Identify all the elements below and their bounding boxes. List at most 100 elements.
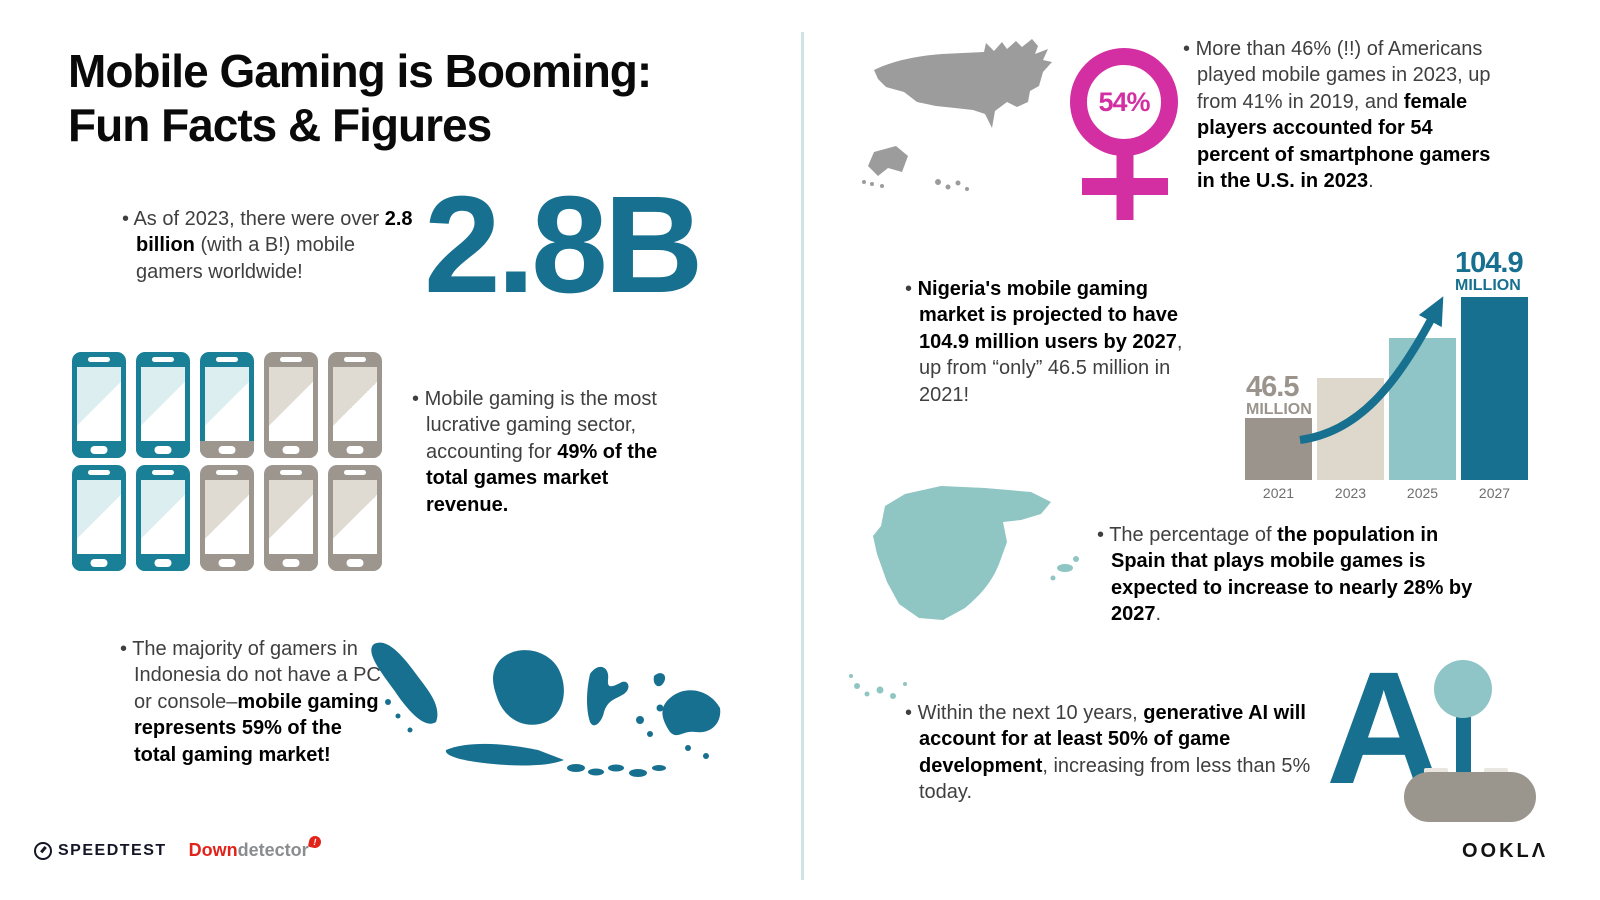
fact-spain-post: .	[1155, 603, 1162, 626]
female-symbol-ring: 54%	[1070, 48, 1178, 156]
phone-speaker	[344, 357, 366, 362]
fact-gamers: As of 2023, there were over 2.8 billion …	[122, 206, 424, 285]
phone-speaker	[280, 470, 302, 475]
speedtest-wordmark: SPEEDTEST	[58, 841, 167, 859]
phone-screen	[141, 480, 185, 554]
speedtest-logo: SPEEDTEST	[34, 841, 167, 860]
phone-chin	[72, 441, 126, 458]
callout-2027-value: 104.9	[1455, 247, 1524, 279]
fact-ai: Within the next 10 years, generative AI …	[905, 700, 1321, 806]
fact-revenue: Mobile gaming is the most lucrative gami…	[412, 386, 688, 518]
spain-map	[849, 486, 1079, 699]
chart-year-label: 2025	[1406, 485, 1439, 501]
phone-home-button	[90, 559, 108, 567]
gauge-needle	[40, 845, 47, 853]
phone-icon	[200, 465, 254, 571]
phone-home-button	[154, 446, 172, 454]
phone-speaker	[88, 470, 110, 475]
downdetector-word-down: Down	[188, 840, 238, 860]
fact-gamers-pre: As of 2023, there were over	[133, 208, 385, 230]
phone-chin	[136, 554, 190, 571]
phone-icon	[72, 352, 126, 458]
phone-chin	[328, 554, 382, 571]
bar-chart: 2021 2023 2025 2027	[1245, 297, 1528, 501]
callout-2021-value: 46.5	[1246, 371, 1299, 403]
phone-screen	[205, 480, 249, 554]
us-map-shapes	[862, 39, 1052, 191]
chart-bar	[1461, 297, 1528, 480]
chart-bar	[1389, 338, 1456, 480]
phone-screen	[333, 367, 377, 441]
phone-icon	[328, 465, 382, 571]
joystick-base	[1404, 772, 1536, 822]
callout-2027-unit: MILLION	[1455, 276, 1521, 294]
fact-indonesia: The majority of gamers in Indonesia do n…	[120, 636, 386, 768]
phone-chin	[136, 441, 190, 458]
downdetector-badge-icon: !	[307, 834, 322, 850]
phone-chin	[264, 441, 318, 458]
fact-nigeria: Nigeria's mobile gaming market is projec…	[905, 276, 1197, 408]
phone-speaker	[152, 470, 174, 475]
phone-icon	[200, 352, 254, 458]
chart-bar	[1245, 418, 1312, 480]
phone-icon	[136, 352, 190, 458]
phone-home-button	[154, 559, 172, 567]
us-map	[862, 39, 1052, 191]
phone-home-button	[218, 559, 236, 567]
chart-bar-column: 2023	[1317, 378, 1384, 501]
phone-chin	[72, 554, 126, 571]
phone-grid	[72, 352, 382, 571]
phone-home-button	[90, 446, 108, 454]
phone-chin	[200, 441, 254, 458]
growth-arrow-path	[1299, 296, 1444, 444]
joystick-ball	[1434, 660, 1492, 718]
phone-speaker	[88, 357, 110, 362]
title-line2: Fun Facts & Figures	[68, 99, 492, 152]
phone-icon	[136, 465, 190, 571]
phone-screen	[333, 480, 377, 554]
column-divider	[801, 32, 804, 880]
phone-screen	[269, 367, 313, 441]
female-symbol-crossbar	[1082, 178, 1168, 195]
phone-home-button	[218, 446, 236, 454]
fact-gamers-bold: 2.8 billion	[136, 208, 413, 257]
phone-icon	[72, 465, 126, 571]
phone-speaker	[216, 357, 238, 362]
fact-nigeria-post: , up from “only” 46.5 million in 2021!	[919, 330, 1183, 406]
phone-speaker	[344, 470, 366, 475]
fact-revenue-pre: Mobile gaming is the most lucrative gami…	[424, 388, 657, 463]
female-symbol-icon: 54%	[1070, 48, 1180, 220]
fact-ai-post: , increasing from less than 5% today.	[919, 754, 1311, 804]
chart-bar-column: 2021	[1245, 418, 1312, 501]
footer-brand-row: SPEEDTEST Downdetector !	[34, 834, 322, 861]
phone-screen	[77, 367, 121, 441]
indonesia-map-shapes	[371, 642, 721, 777]
title-line1: Mobile Gaming is Booming:	[68, 45, 652, 97]
fact-usa: More than 46% (!!) of Americans played m…	[1183, 36, 1493, 194]
phone-chin	[264, 554, 318, 571]
fact-indonesia-pre: The majority of gamers in Indonesia do n…	[132, 638, 381, 713]
downdetector-word-detector: detector	[237, 840, 309, 860]
ai-joystick-icon: A	[1326, 648, 1561, 822]
phone-screen	[205, 367, 249, 441]
fact-usa-post: .	[1368, 169, 1374, 192]
phone-speaker	[216, 470, 238, 475]
chart-year-label: 2023	[1334, 485, 1367, 501]
phone-speaker	[152, 357, 174, 362]
fact-ai-bold: generative AI will account for at least …	[919, 702, 1306, 777]
joystick-stick	[1456, 714, 1471, 786]
phone-screen	[77, 480, 121, 554]
page-title: Mobile Gaming is Booming: Fun Facts & Fi…	[68, 44, 652, 153]
chart-callout-2021: 46.5 MILLION	[1246, 371, 1312, 417]
chart-bar-column: 2027	[1461, 297, 1528, 501]
indonesia-map	[371, 642, 721, 777]
phone-icon	[264, 465, 318, 571]
fact-spain-pre: The percentage of	[1109, 524, 1278, 546]
chart-year-label: 2027	[1478, 485, 1511, 501]
phone-home-button	[346, 559, 364, 567]
phone-icon	[328, 352, 382, 458]
female-badge-percent: 54%	[1098, 86, 1150, 117]
big-stat-2-8b: 2.8B	[424, 168, 703, 322]
fact-usa-pre: More than 46% (!!) of Americans played m…	[1195, 38, 1491, 113]
